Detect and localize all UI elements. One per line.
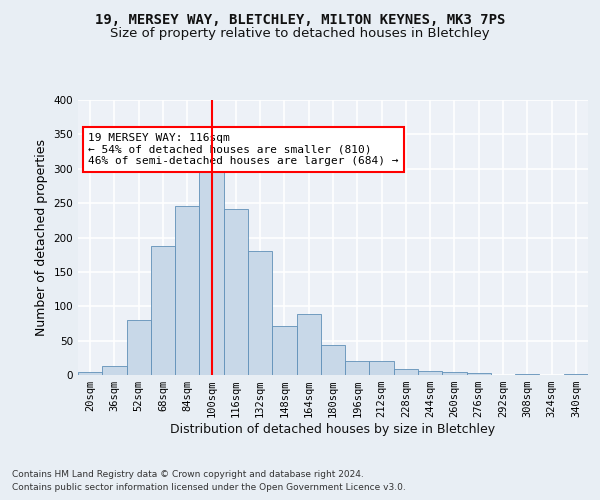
Text: Size of property relative to detached houses in Bletchley: Size of property relative to detached ho… (110, 28, 490, 40)
Bar (248, 250, 272, 375)
Bar (418, 371, 442, 375)
Bar (467, 373, 491, 375)
Bar (515, 374, 539, 375)
Bar (199, 168, 224, 375)
Bar (151, 246, 175, 375)
Bar (224, 210, 248, 375)
Text: Distribution of detached houses by size in Bletchley: Distribution of detached houses by size … (170, 422, 496, 436)
Bar (394, 369, 418, 375)
Text: 19 MERSEY WAY: 116sqm
← 54% of detached houses are smaller (810)
46% of semi-det: 19 MERSEY WAY: 116sqm ← 54% of detached … (88, 133, 398, 166)
Text: 19, MERSEY WAY, BLETCHLEY, MILTON KEYNES, MK3 7PS: 19, MERSEY WAY, BLETCHLEY, MILTON KEYNES… (95, 12, 505, 26)
Bar (321, 345, 345, 375)
Bar (127, 320, 151, 375)
Bar (296, 314, 321, 375)
Bar (442, 372, 467, 375)
Bar (345, 361, 370, 375)
Text: Contains HM Land Registry data © Crown copyright and database right 2024.: Contains HM Land Registry data © Crown c… (12, 470, 364, 479)
Text: Contains public sector information licensed under the Open Government Licence v3: Contains public sector information licen… (12, 482, 406, 492)
Y-axis label: Number of detached properties: Number of detached properties (35, 139, 48, 336)
Bar (78, 372, 102, 375)
Bar (370, 361, 394, 375)
Bar (272, 326, 296, 375)
Bar (102, 366, 127, 375)
Bar (564, 374, 588, 375)
Bar (175, 206, 199, 375)
